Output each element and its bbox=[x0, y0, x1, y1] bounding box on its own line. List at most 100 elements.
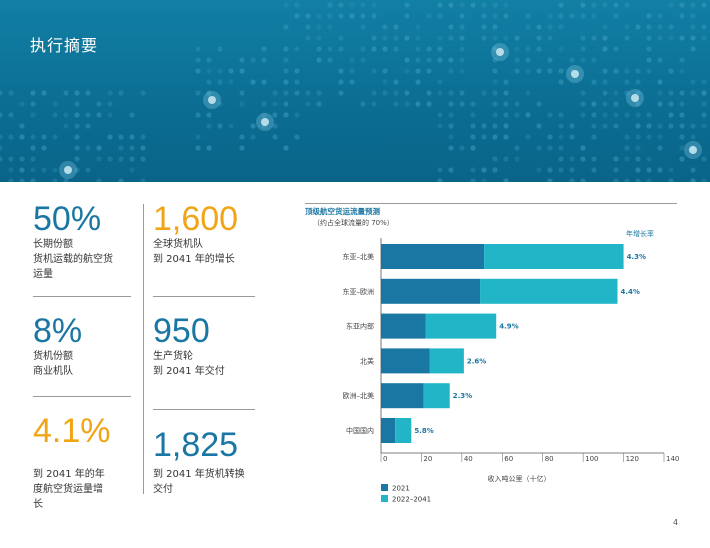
map-dot bbox=[338, 13, 344, 19]
map-dot bbox=[30, 156, 36, 162]
chart-top-rule bbox=[305, 203, 677, 204]
map-dot bbox=[52, 167, 58, 173]
map-dot bbox=[316, 46, 322, 52]
map-dot bbox=[679, 68, 685, 74]
map-dot bbox=[569, 57, 575, 63]
map-glow-core bbox=[208, 96, 216, 104]
map-dot bbox=[239, 134, 245, 140]
map-dot bbox=[118, 178, 124, 182]
stat-freighter-share-value: 8% bbox=[33, 312, 83, 350]
map-dot bbox=[393, 90, 399, 96]
map-dot bbox=[624, 24, 630, 30]
map-dot bbox=[668, 68, 674, 74]
map-dot bbox=[195, 68, 201, 74]
map-dot bbox=[305, 90, 311, 96]
map-dot bbox=[107, 90, 113, 96]
map-dot bbox=[283, 68, 289, 74]
map-dot bbox=[118, 134, 124, 140]
map-dot bbox=[503, 79, 509, 85]
map-dot bbox=[382, 24, 388, 30]
map-dot bbox=[52, 101, 58, 107]
x-tick-label: 0 bbox=[383, 455, 387, 463]
chart-subtitle: （约占全球流量的 70%） bbox=[313, 219, 394, 227]
map-dot bbox=[107, 156, 113, 162]
map-dot bbox=[239, 145, 245, 151]
map-dot bbox=[349, 2, 355, 8]
map-dot bbox=[437, 90, 443, 96]
stat-label-line: 到 2041 年的年 bbox=[33, 469, 105, 480]
map-dot bbox=[624, 112, 630, 118]
map-dot bbox=[602, 2, 608, 8]
map-dot bbox=[217, 101, 223, 107]
map-dot bbox=[349, 57, 355, 63]
map-dot bbox=[195, 90, 201, 96]
map-dot bbox=[206, 68, 212, 74]
map-dot bbox=[19, 156, 25, 162]
map-dot bbox=[602, 68, 608, 74]
map-dot bbox=[547, 68, 553, 74]
map-dot bbox=[646, 156, 652, 162]
map-dot bbox=[459, 57, 465, 63]
map-dot bbox=[602, 79, 608, 85]
map-dot bbox=[690, 2, 696, 8]
map-dot bbox=[580, 156, 586, 162]
map-dot bbox=[690, 90, 696, 96]
map-dot bbox=[602, 24, 608, 30]
map-dot bbox=[206, 145, 212, 151]
header-banner: 执行摘要 bbox=[0, 0, 710, 182]
bar-2022–2041 bbox=[484, 244, 624, 269]
map-dot bbox=[272, 90, 278, 96]
map-dot bbox=[415, 68, 421, 74]
map-dot bbox=[646, 134, 652, 140]
map-dot bbox=[635, 24, 641, 30]
map-dot bbox=[646, 123, 652, 129]
map-dot bbox=[569, 134, 575, 140]
map-dot bbox=[85, 123, 91, 129]
map-dot bbox=[283, 101, 289, 107]
map-dot bbox=[217, 68, 223, 74]
map-dot bbox=[382, 35, 388, 41]
map-dot bbox=[195, 145, 201, 151]
map-dot bbox=[74, 167, 80, 173]
map-dot bbox=[536, 101, 542, 107]
map-dot bbox=[569, 123, 575, 129]
map-dot bbox=[701, 178, 707, 182]
map-dot bbox=[470, 2, 476, 8]
map-dot bbox=[492, 167, 498, 173]
category-label: 北美 bbox=[360, 356, 374, 365]
map-dot bbox=[52, 178, 58, 182]
map-dot bbox=[404, 57, 410, 63]
map-dot bbox=[30, 167, 36, 173]
map-dot bbox=[437, 79, 443, 85]
map-dot bbox=[492, 68, 498, 74]
map-dot bbox=[470, 167, 476, 173]
map-dot bbox=[558, 13, 564, 19]
map-dot bbox=[547, 178, 553, 182]
map-dot bbox=[624, 2, 630, 8]
map-dot bbox=[140, 134, 146, 140]
map-dot bbox=[327, 24, 333, 30]
growth-rate-label: 4.9% bbox=[499, 323, 518, 331]
map-dot bbox=[74, 156, 80, 162]
map-dot bbox=[514, 35, 520, 41]
map-dot bbox=[239, 68, 245, 74]
map-glow-core bbox=[571, 70, 579, 78]
map-dot bbox=[261, 79, 267, 85]
x-tick-label: 80 bbox=[545, 455, 554, 463]
map-dot bbox=[250, 57, 256, 63]
column-divider bbox=[143, 204, 144, 494]
map-dot bbox=[404, 90, 410, 96]
map-dot bbox=[118, 145, 124, 151]
map-dot bbox=[701, 101, 707, 107]
map-dot bbox=[338, 46, 344, 52]
map-dot bbox=[448, 167, 454, 173]
stat-label-line: 运量 bbox=[33, 269, 53, 280]
map-dot bbox=[481, 24, 487, 30]
map-dot bbox=[195, 46, 201, 52]
divider bbox=[33, 296, 131, 297]
map-dot bbox=[360, 2, 366, 8]
map-dot bbox=[657, 145, 663, 151]
map-dot bbox=[690, 24, 696, 30]
map-dot bbox=[217, 123, 223, 129]
map-dot bbox=[41, 145, 47, 151]
